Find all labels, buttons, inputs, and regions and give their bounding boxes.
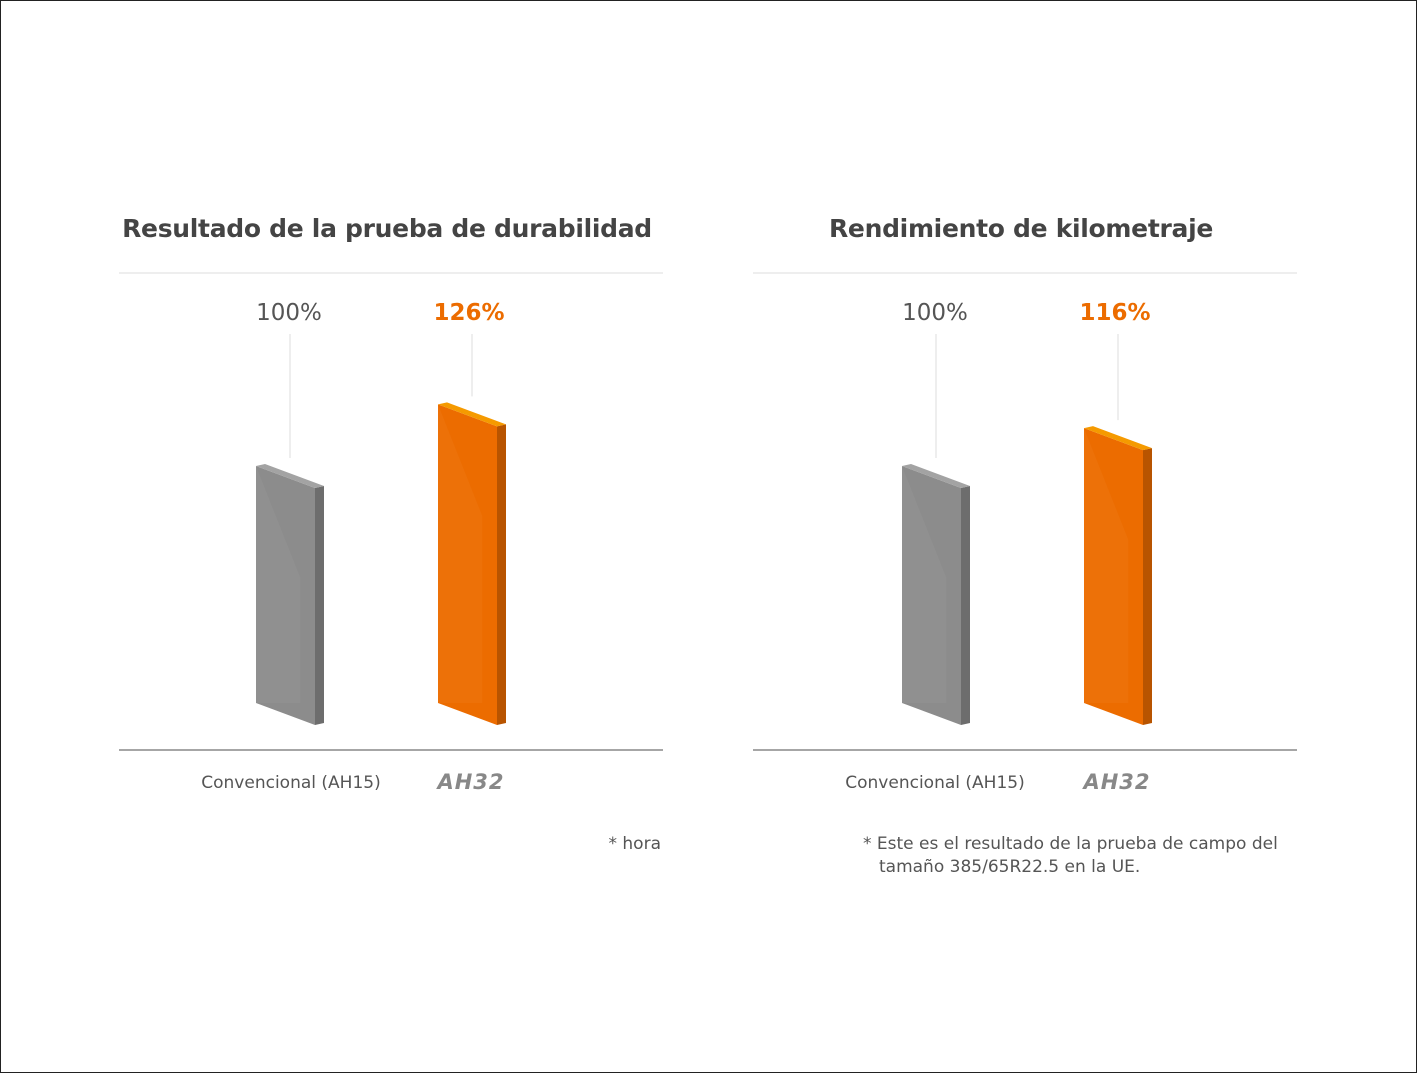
chart-2-category-1: AH32	[1083, 770, 1151, 794]
chart-1-note: * hora	[608, 834, 662, 854]
chart-2-value-label-1: 116%	[1079, 300, 1151, 326]
chart-2-value-label-0: 100%	[902, 300, 968, 326]
chart-1-bar-1-top	[438, 402, 506, 427]
chart-1-bar-0-highlight	[256, 466, 301, 703]
chart-1-bar-0-side	[315, 486, 324, 725]
chart-1-bar-1-highlight	[438, 404, 483, 703]
chart-2-bar-0-top	[902, 464, 970, 488]
chart-1-value-label-0: 100%	[256, 300, 322, 326]
chart-2-bar-0-side	[961, 486, 970, 725]
chart-2-bar-1-side	[1143, 448, 1152, 725]
chart-1-category-1: AH32	[437, 770, 505, 794]
chart-2-category-0: Convencional (AH15)	[845, 773, 1025, 793]
chart-1-category-0: Convencional (AH15)	[201, 773, 381, 793]
chart-1-value-label-1: 126%	[433, 300, 505, 326]
chart-2-bar-0-highlight	[902, 466, 947, 703]
chart-2-bar-1-top	[1084, 426, 1152, 451]
chart-1-bar-1-side	[497, 424, 506, 725]
chart-1-bar-0-top	[256, 464, 324, 488]
chart-2-bar-1-highlight	[1084, 428, 1129, 703]
chart-1-title: Resultado de la prueba de durabilidad	[122, 214, 652, 243]
chart-2-title: Rendimiento de kilometraje	[828, 214, 1214, 243]
chart-2-note: * Este es el resultado de la prueba de c…	[863, 834, 1278, 877]
